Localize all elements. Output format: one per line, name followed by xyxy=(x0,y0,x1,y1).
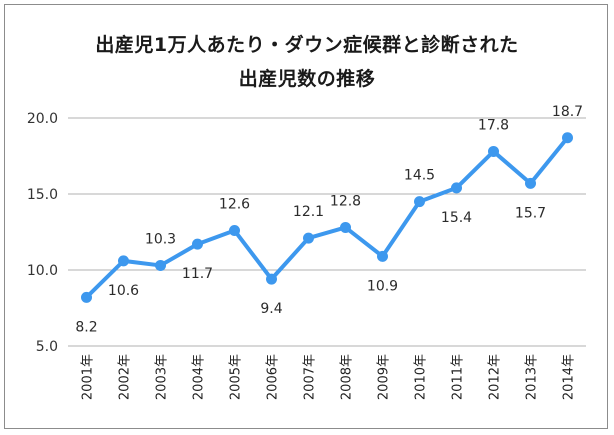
x-tick-label: 2014年 xyxy=(562,354,577,400)
data-point xyxy=(155,259,166,271)
x-tick-label: 2011年 xyxy=(451,354,466,400)
data-label: 12.8 xyxy=(330,193,361,209)
x-tick-label: 2008年 xyxy=(340,354,355,400)
series-polyline xyxy=(85,136,570,299)
y-tick-label: 10.0 xyxy=(27,263,58,279)
series-line xyxy=(85,136,570,299)
x-tick-label: 2001年 xyxy=(81,354,96,400)
data-point xyxy=(340,221,351,233)
data-point xyxy=(488,145,499,157)
data-point xyxy=(562,132,573,144)
data-point xyxy=(192,238,203,250)
y-tick-labels: 5.0 10.0 15.0 20.0 xyxy=(27,111,58,355)
data-point xyxy=(81,291,92,303)
y-tick-label: 5.0 xyxy=(36,339,58,355)
data-label: 15.4 xyxy=(441,210,472,226)
x-tick-label: 2009年 xyxy=(377,354,392,400)
x-tick-label: 2005年 xyxy=(229,354,244,400)
x-tick-label: 2007年 xyxy=(303,354,318,400)
data-label: 14.5 xyxy=(404,168,435,184)
chart-frame xyxy=(4,4,608,429)
data-label: 10.6 xyxy=(108,283,139,299)
data-label: 8.2 xyxy=(75,319,97,335)
data-point xyxy=(118,255,129,267)
data-label: 12.6 xyxy=(219,196,250,212)
data-label: 11.7 xyxy=(182,266,213,282)
data-point xyxy=(525,177,536,189)
x-tick-label: 2013年 xyxy=(525,354,540,400)
y-tick-label: 20.0 xyxy=(27,111,58,127)
grid-lines xyxy=(68,117,586,347)
data-label: 10.9 xyxy=(367,278,398,294)
y-tick-label: 15.0 xyxy=(27,187,58,203)
data-label: 10.3 xyxy=(145,231,176,247)
chart-title-line1: 出産児1万人あたり・ダウン症候群と診断された xyxy=(95,34,519,56)
data-label: 9.4 xyxy=(260,301,282,317)
x-tick-label: 2006年 xyxy=(266,354,281,400)
data-label: 17.8 xyxy=(478,117,509,133)
data-point xyxy=(266,273,277,285)
x-tick-label: 2004年 xyxy=(192,354,207,400)
data-point xyxy=(377,250,388,262)
data-point xyxy=(414,196,425,208)
x-tick-labels: 2001年 2002年 2003年 2004年 2005年 2006年 2007年 2008年… xyxy=(81,354,577,400)
data-label: 18.7 xyxy=(552,104,583,120)
data-point xyxy=(451,182,462,194)
chart-title-line2: 出産児数の推移 xyxy=(238,68,376,90)
x-tick-label: 2012年 xyxy=(488,354,503,400)
data-labels: 8.2 10.6 10.3 11.7 12.6 9.4 12.1 12.8 10.9 14.5 15… xyxy=(75,104,583,336)
x-tick-label: 2002年 xyxy=(118,354,133,400)
x-tick-label: 2003年 xyxy=(155,354,170,400)
data-points xyxy=(81,132,573,303)
data-label: 15.7 xyxy=(515,205,546,221)
data-point xyxy=(229,224,240,236)
x-tick-label: 2010年 xyxy=(414,354,429,400)
data-label: 12.1 xyxy=(293,204,324,220)
data-point xyxy=(303,232,314,244)
